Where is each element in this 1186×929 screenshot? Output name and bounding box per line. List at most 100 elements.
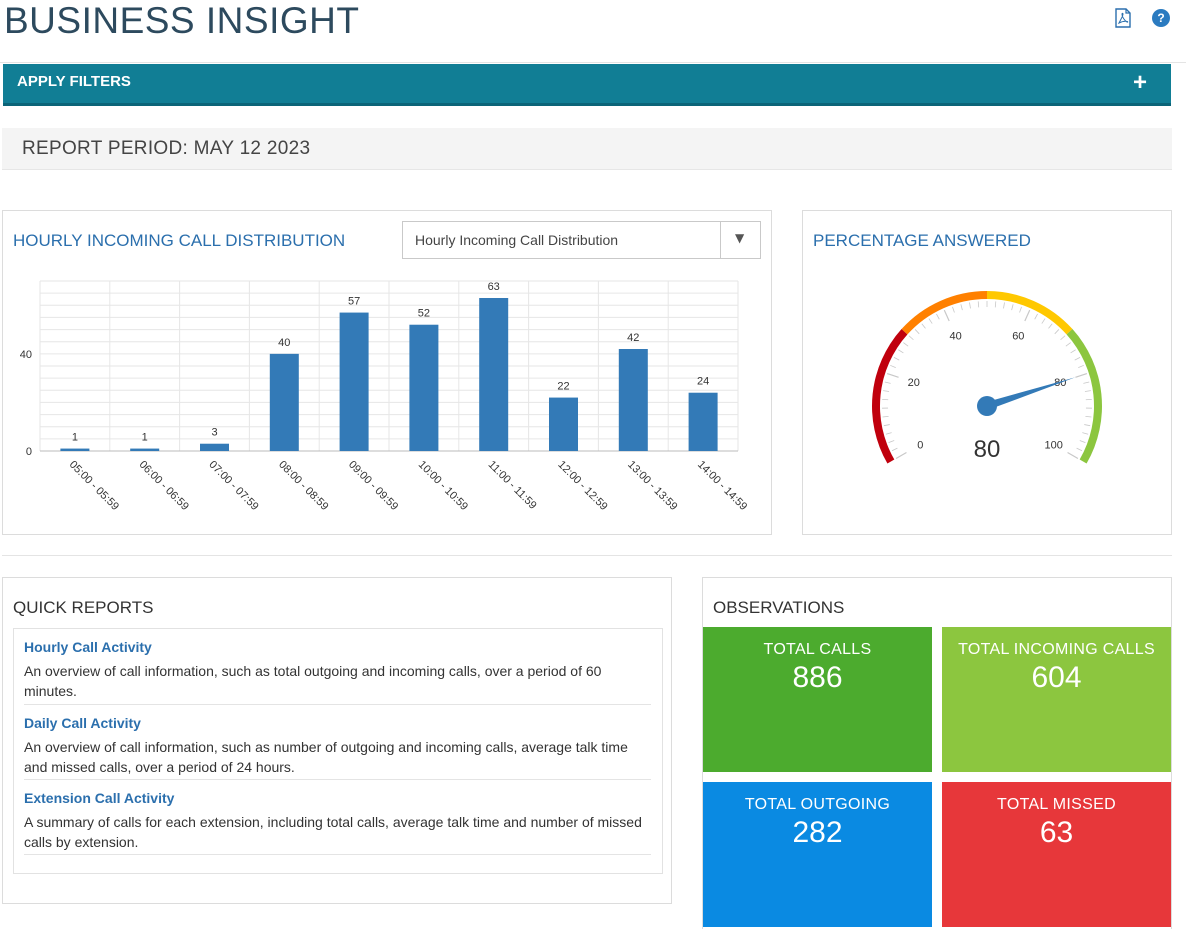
total-outgoing-tile: TOTAL OUTGOING 282 xyxy=(703,782,932,927)
data-label: 52 xyxy=(418,308,430,320)
percentage-answered-title: PERCENTAGE ANSWERED xyxy=(813,231,1031,250)
gauge-tick xyxy=(1070,349,1076,354)
list-item: Daily Call Activity An overview of call … xyxy=(24,705,651,780)
gauge-tick-label: 80 xyxy=(1054,377,1066,389)
chart-type-select[interactable]: Hourly Incoming Call Distribution ▼ xyxy=(402,221,761,259)
gauge-tick xyxy=(1011,304,1014,311)
bar[interactable] xyxy=(269,353,299,451)
x-tick-label: 07:00 - 07:59 xyxy=(206,459,260,513)
gauge-tick xyxy=(977,301,980,308)
bar[interactable] xyxy=(409,324,439,451)
bar[interactable] xyxy=(479,298,509,451)
gauge-tick xyxy=(1075,372,1088,378)
bar[interactable] xyxy=(688,392,718,451)
gauge-tick xyxy=(952,306,955,313)
gauge-tick xyxy=(891,447,898,452)
x-tick-label: 09:00 - 09:59 xyxy=(346,459,400,513)
gauge-tick xyxy=(928,318,933,324)
data-label: 1 xyxy=(142,432,148,444)
tile-label: TOTAL INCOMING CALLS xyxy=(958,641,1155,658)
gauge-tick xyxy=(884,381,891,384)
x-tick-label: 14:00 - 14:59 xyxy=(695,459,749,513)
total-incoming-calls-tile: TOTAL INCOMING CALLS 604 xyxy=(942,627,1171,772)
daily-call-activity-link[interactable]: Daily Call Activity xyxy=(24,715,141,731)
gauge-tick xyxy=(969,302,971,309)
expand-filters-icon[interactable]: + xyxy=(1132,69,1147,96)
x-tick-label: 13:00 - 13:59 xyxy=(625,459,679,513)
section-divider xyxy=(2,555,1172,556)
bar[interactable] xyxy=(618,349,648,451)
extension-call-activity-link[interactable]: Extension Call Activity xyxy=(24,790,175,806)
list-item: Extension Call Activity A summary of cal… xyxy=(24,780,651,855)
pdf-icon[interactable] xyxy=(1114,8,1132,28)
bar[interactable] xyxy=(339,312,369,451)
quick-reports-panel: QUICK REPORTS Hourly Call Activity An ov… xyxy=(2,577,672,904)
gauge-tick xyxy=(883,424,890,427)
bar[interactable] xyxy=(200,443,229,451)
bar[interactable] xyxy=(130,448,160,451)
gauge-tick xyxy=(1083,381,1090,384)
gauge-tick xyxy=(1003,302,1005,309)
gauge-tick xyxy=(1034,313,1038,320)
tile-value: 282 xyxy=(792,816,843,849)
gauge-tick xyxy=(1054,329,1060,335)
x-tick-label: 08:00 - 08:59 xyxy=(276,459,330,513)
apply-filters-label: APPLY FILTERS xyxy=(17,73,131,90)
quick-reports-title: QUICK REPORTS xyxy=(13,598,154,617)
chevron-down-icon: ▼ xyxy=(735,231,745,245)
gauge-tick xyxy=(1048,323,1053,329)
gauge-tick xyxy=(1084,390,1091,392)
gauge-value: 80 xyxy=(974,436,1001,463)
gauge-tick xyxy=(893,356,900,361)
gauge-tick xyxy=(888,440,895,443)
hourly-distribution-panel: HOURLY INCOMING CALL DISTRIBUTION Hourly… xyxy=(2,210,772,535)
bar[interactable] xyxy=(549,397,578,451)
bar[interactable] xyxy=(60,448,90,451)
gauge-tick xyxy=(886,372,899,378)
total-calls-tile: TOTAL CALLS 886 xyxy=(703,627,932,772)
hourly-call-activity-link[interactable]: Hourly Call Activity xyxy=(24,639,152,655)
list-item-description: A summary of calls for each extension, i… xyxy=(24,814,642,850)
data-label: 40 xyxy=(278,337,290,349)
data-label: 42 xyxy=(627,332,639,344)
hourly-distribution-title: HOURLY INCOMING CALL DISTRIBUTION xyxy=(13,231,346,250)
data-label: 22 xyxy=(557,381,569,393)
help-icon[interactable]: ? xyxy=(1152,9,1170,27)
x-tick-label: 10:00 - 10:59 xyxy=(416,459,470,513)
apply-filters-bar[interactable]: APPLY FILTERS + xyxy=(3,64,1171,106)
gauge-tick-label: 0 xyxy=(917,440,923,452)
gauge-tick xyxy=(1041,318,1046,324)
gauge-tick xyxy=(903,342,909,347)
list-item-description: An overview of call information, such as… xyxy=(24,739,628,775)
percentage-answered-panel: PERCENTAGE ANSWERED 0 20 40 60 80 100 80 xyxy=(802,210,1172,535)
gauge-tick xyxy=(885,432,892,435)
x-tick-label: 05:00 - 05:59 xyxy=(67,459,121,513)
data-label: 63 xyxy=(488,281,500,293)
gauge-tick xyxy=(1067,451,1079,460)
gauge-tick-label: 60 xyxy=(1012,331,1024,343)
tile-value: 604 xyxy=(1031,661,1082,694)
select-dropdown-button[interactable]: ▼ xyxy=(720,222,760,258)
tile-label: TOTAL OUTGOING xyxy=(744,796,891,813)
gauge-tick xyxy=(1082,432,1089,435)
x-tick-label: 12:00 - 12:59 xyxy=(555,459,609,513)
tile-label: TOTAL MISSED xyxy=(997,796,1116,813)
data-label: 24 xyxy=(697,376,709,388)
total-missed-tile: TOTAL MISSED 63 xyxy=(942,782,1171,927)
tile-label: TOTAL CALLS xyxy=(763,641,872,658)
header-actions: ? xyxy=(1114,8,1170,28)
gauge-tick xyxy=(1085,415,1092,418)
gauge-tick xyxy=(1078,364,1084,369)
x-tick-label: 06:00 - 06:59 xyxy=(137,459,191,513)
gauge-tick xyxy=(1019,306,1022,313)
report-period-bar: REPORT PERIOD: MAY 12 2023 xyxy=(2,128,1172,170)
gauge-tick xyxy=(1076,447,1083,452)
gauge-tick xyxy=(908,335,914,341)
gauge-pivot xyxy=(977,396,997,416)
gauge-band xyxy=(872,329,908,464)
x-tick-label: 11:00 - 11:59 xyxy=(486,459,539,512)
chart-grid xyxy=(39,280,739,452)
gauge-tick xyxy=(883,390,890,392)
gauge-tick xyxy=(1060,335,1066,341)
